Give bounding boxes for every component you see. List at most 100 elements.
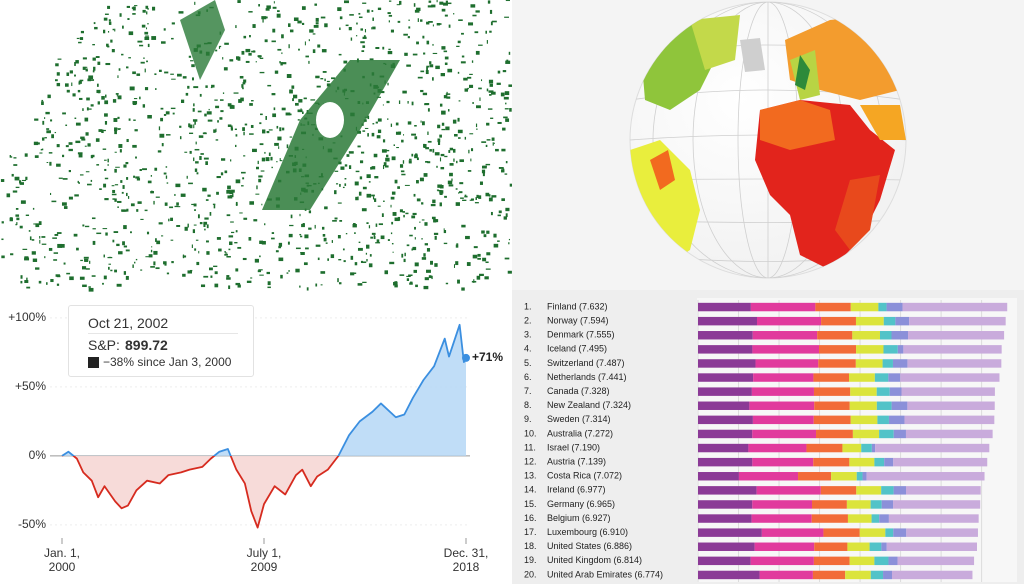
tree	[452, 119, 457, 124]
bar-segment	[754, 542, 815, 551]
bar-segment	[850, 387, 877, 396]
tree	[41, 236, 46, 238]
bar-segment	[881, 542, 887, 551]
tree	[473, 279, 475, 283]
tree	[486, 139, 491, 141]
tree	[390, 196, 395, 200]
tree	[13, 164, 18, 166]
tree	[146, 231, 150, 235]
tree	[371, 194, 375, 197]
tree	[334, 190, 337, 195]
tree	[115, 166, 120, 168]
tree	[361, 261, 367, 264]
tree	[122, 185, 125, 189]
tree	[477, 257, 481, 260]
tree	[366, 258, 368, 262]
rank: 17.	[524, 527, 537, 537]
bar-segment	[893, 429, 906, 439]
tree	[208, 108, 210, 111]
tree	[200, 284, 206, 288]
tree	[147, 43, 150, 48]
tree	[242, 257, 247, 261]
tree	[308, 210, 312, 214]
tree	[226, 277, 231, 280]
tree	[92, 43, 95, 46]
tree	[161, 235, 164, 237]
tree	[440, 73, 446, 77]
tree	[426, 269, 431, 273]
tree	[509, 183, 514, 187]
tree	[170, 107, 176, 110]
tree	[358, 16, 363, 19]
tree	[92, 70, 95, 73]
tree	[104, 100, 109, 105]
tree	[56, 283, 60, 286]
tree	[237, 246, 242, 249]
tree	[136, 209, 139, 212]
tree	[14, 176, 20, 181]
tree	[470, 158, 472, 162]
tree	[82, 266, 87, 270]
tree	[73, 233, 78, 237]
tree	[272, 6, 277, 9]
tree	[408, 26, 411, 29]
tree	[449, 163, 454, 166]
tree	[403, 258, 406, 263]
tree	[79, 174, 84, 176]
tree	[176, 202, 179, 206]
tree	[130, 203, 135, 207]
bar-segment	[891, 401, 908, 410]
tree	[440, 153, 445, 157]
tree	[349, 14, 354, 16]
tree	[111, 185, 115, 187]
tree	[276, 13, 281, 18]
end-marker	[462, 353, 470, 362]
tree	[150, 175, 153, 177]
tree	[468, 22, 474, 26]
tree	[84, 117, 89, 122]
tree	[118, 68, 121, 71]
tree	[134, 5, 138, 7]
tree	[404, 252, 406, 257]
tree	[461, 287, 465, 291]
tree	[240, 97, 244, 102]
tree	[441, 46, 446, 50]
tree	[105, 94, 107, 98]
tree	[425, 103, 430, 105]
tree	[87, 108, 92, 110]
bar-segment	[902, 302, 1008, 312]
tree	[414, 154, 418, 159]
tree	[224, 253, 228, 256]
tree	[84, 260, 89, 262]
tree	[171, 261, 174, 264]
rank: 2.	[524, 316, 532, 326]
tree	[192, 119, 198, 122]
tree	[441, 128, 446, 131]
tree	[309, 29, 314, 33]
bar-segment	[877, 415, 889, 425]
tree	[474, 202, 479, 204]
tree	[277, 136, 282, 141]
tree	[509, 108, 512, 112]
tree	[432, 148, 435, 153]
tree	[456, 45, 460, 48]
tree	[439, 134, 442, 138]
bar-segment	[884, 457, 894, 467]
tree	[470, 148, 474, 152]
tree	[424, 277, 429, 281]
country-label: Norway (7.594)	[547, 316, 609, 326]
tree	[38, 221, 42, 226]
tree	[48, 152, 53, 154]
tree	[398, 100, 401, 104]
tree	[262, 18, 264, 23]
tooltip-change: −38% since Jan 3, 2000	[103, 355, 232, 369]
tree	[151, 246, 153, 248]
tree	[270, 156, 273, 161]
tree	[103, 275, 107, 280]
tree	[188, 182, 193, 185]
tree	[190, 60, 194, 62]
tree	[133, 175, 136, 178]
tree	[63, 262, 66, 265]
tree	[362, 186, 367, 190]
tree	[51, 134, 55, 139]
